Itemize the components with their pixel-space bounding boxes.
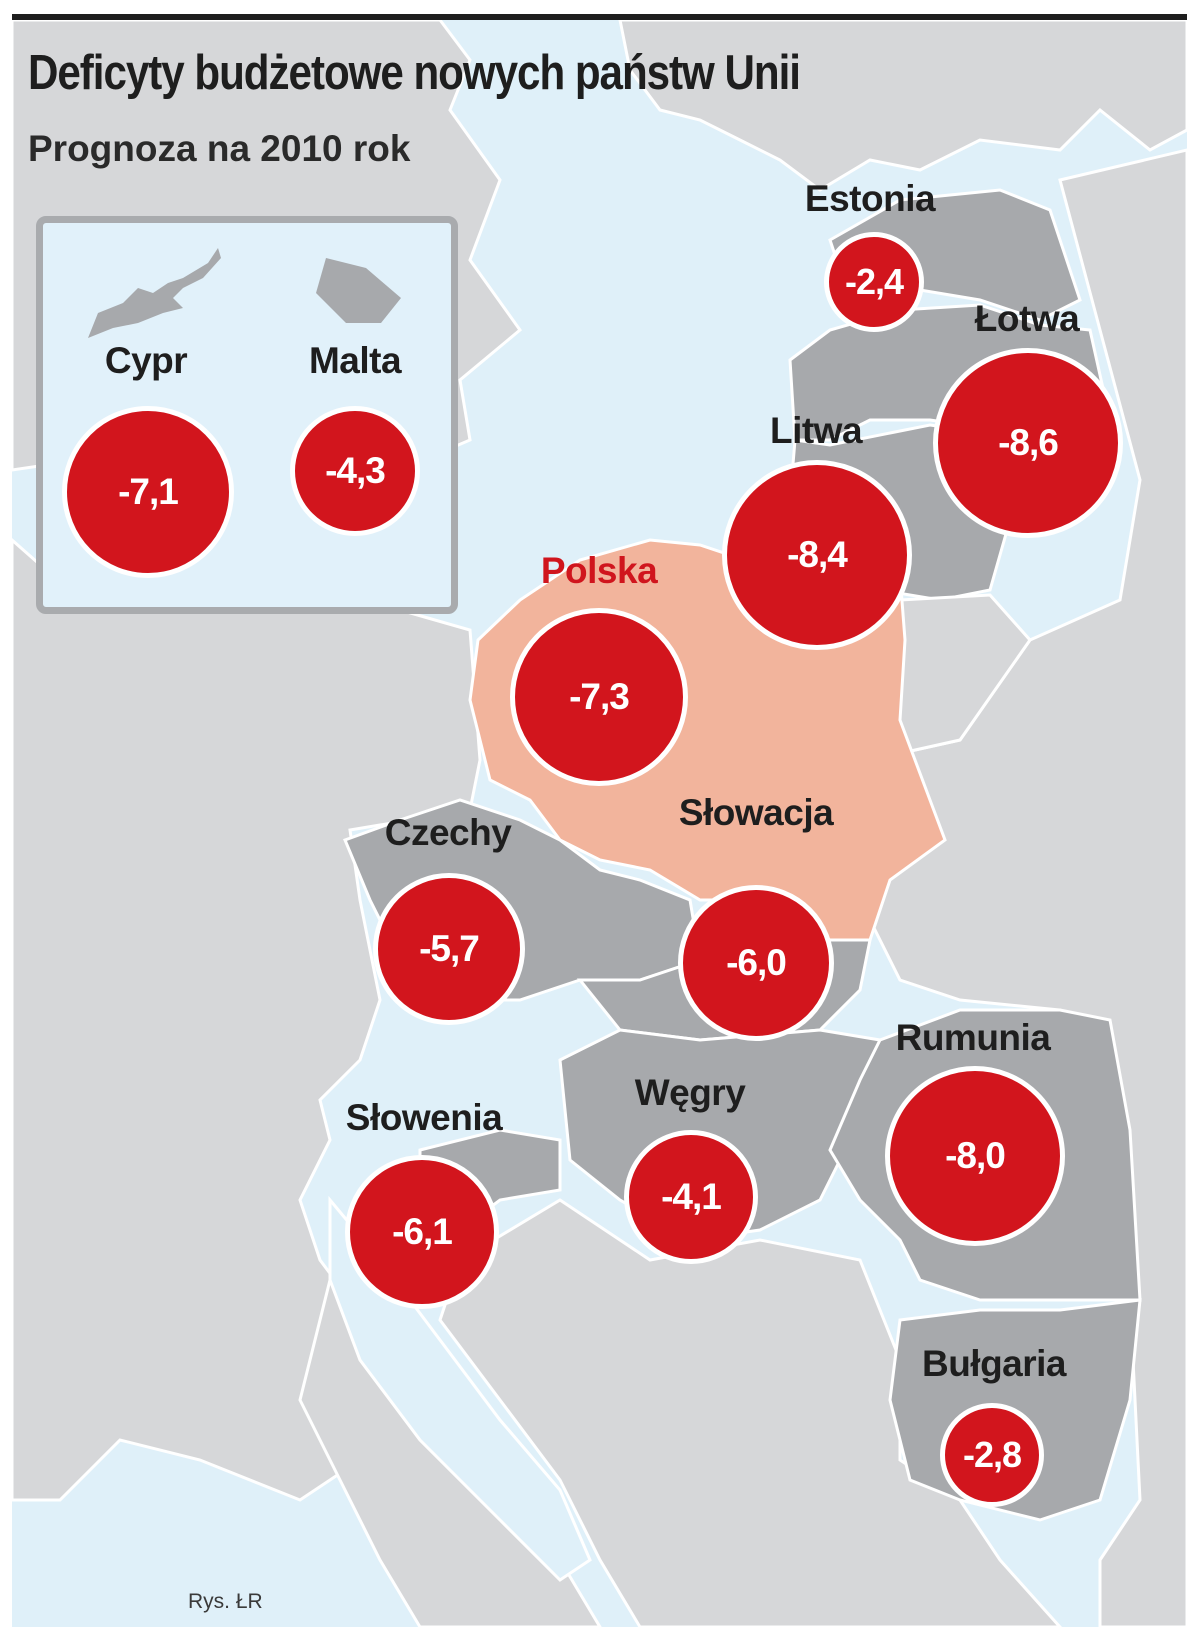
deficit-bubble-litwa: -8,4 — [722, 460, 912, 650]
credit-text: Rys. ŁR — [188, 1590, 263, 1613]
deficit-bubble-malta: -4,3 — [290, 406, 420, 536]
top-rule — [12, 14, 1187, 20]
map-background — [12, 20, 1187, 1627]
deficit-bubble-slowenia: -6,1 — [345, 1155, 499, 1309]
deficit-value: -6,1 — [392, 1211, 453, 1252]
deficit-value: -6,0 — [726, 942, 787, 983]
deficit-value: -4,3 — [325, 450, 386, 491]
deficit-bubble-czechy: -5,7 — [373, 873, 525, 1025]
deficit-bubble-lotwa: -8,6 — [933, 348, 1123, 538]
deficit-bubble-rumunia: -8,0 — [885, 1066, 1065, 1246]
deficit-value: -7,1 — [118, 471, 179, 512]
deficit-value: -4,1 — [661, 1176, 722, 1217]
deficit-value: -2,4 — [844, 261, 904, 302]
country-label-malta: Malta — [308, 340, 402, 381]
deficit-bubble-cypr: -7,1 — [62, 406, 234, 578]
cyprus-silhouette-icon — [88, 248, 221, 338]
chart-subtitle: Prognoza na 2010 rok — [28, 128, 411, 169]
deficit-bubble-bulgaria: -2,8 — [940, 1403, 1044, 1507]
country-label-polska: Polska — [540, 550, 658, 591]
country-label-bulgaria: Bułgaria — [921, 1343, 1067, 1384]
malta-silhouette-icon — [316, 258, 401, 323]
deficit-bubble-slowacja: -6,0 — [678, 885, 834, 1041]
country-label-slowacja: Słowacja — [678, 792, 834, 833]
deficit-value: -8,6 — [998, 422, 1059, 463]
country-label-rumunia: Rumunia — [895, 1017, 1051, 1058]
deficit-value: -8,4 — [787, 534, 848, 575]
country-label-slowenia: Słowenia — [345, 1097, 503, 1138]
country-label-czechy: Czechy — [384, 812, 512, 853]
deficit-bubble-estonia: -2,4 — [824, 232, 924, 332]
deficit-value: -8,0 — [945, 1135, 1006, 1176]
europe-map-icon — [12, 20, 1187, 1627]
deficit-bubble-wegry: -4,1 — [624, 1130, 758, 1264]
country-label-estonia: Estonia — [804, 178, 936, 219]
country-label-wegry: Węgry — [634, 1072, 746, 1113]
deficit-value: -7,3 — [569, 676, 630, 717]
country-label-litwa: Litwa — [769, 410, 863, 451]
country-label-lotwa: Łotwa — [974, 298, 1080, 339]
deficit-bubble-polska: -7,3 — [510, 608, 688, 786]
chart-title: Deficyty budżetowe nowych państw Unii — [28, 46, 801, 100]
deficit-value: -5,7 — [419, 928, 480, 969]
country-label-cypr: Cypr — [104, 340, 188, 381]
deficit-value: -2,8 — [962, 1434, 1022, 1475]
